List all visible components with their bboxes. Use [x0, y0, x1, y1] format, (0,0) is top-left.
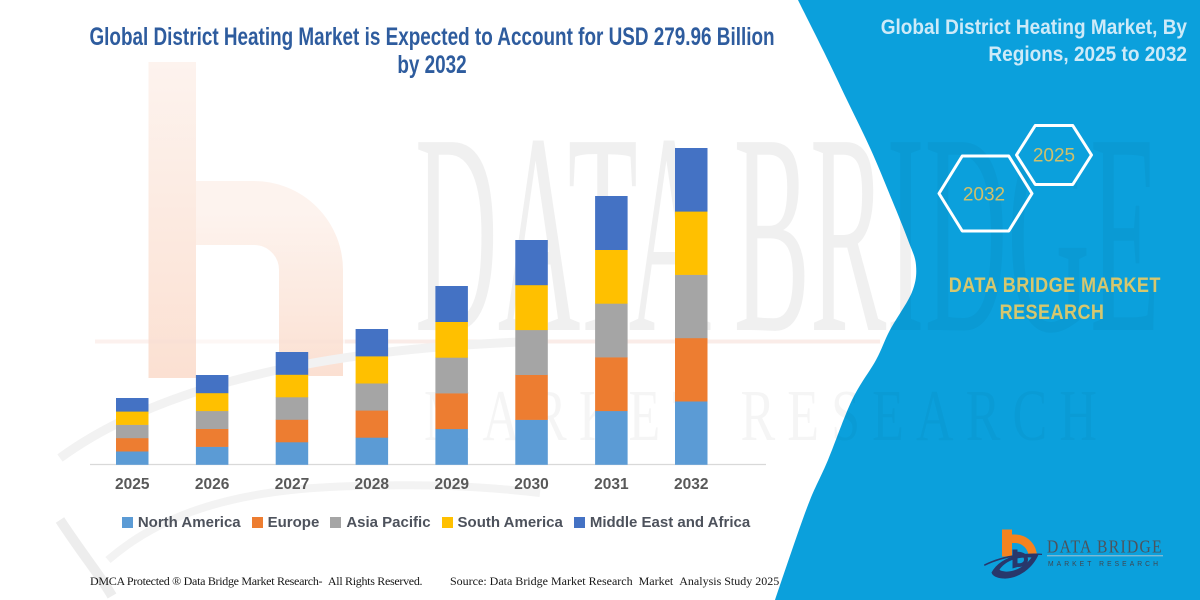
svg-text:2032: 2032: [674, 476, 708, 493]
svg-text:2027: 2027: [275, 476, 309, 493]
svg-text:2031: 2031: [594, 476, 629, 493]
svg-text:MARKET RESEARCH: MARKET RESEARCH: [1048, 559, 1161, 568]
svg-text:2030: 2030: [514, 476, 548, 493]
svg-text:2032: 2032: [963, 185, 1005, 206]
svg-text:DATA BRIDGE: DATA BRIDGE: [1047, 537, 1163, 557]
svg-text:2026: 2026: [195, 476, 230, 493]
svg-text:2025: 2025: [1033, 146, 1075, 167]
svg-text:2025: 2025: [115, 476, 150, 493]
svg-text:2028: 2028: [355, 476, 390, 493]
svg-text:2029: 2029: [434, 476, 469, 493]
